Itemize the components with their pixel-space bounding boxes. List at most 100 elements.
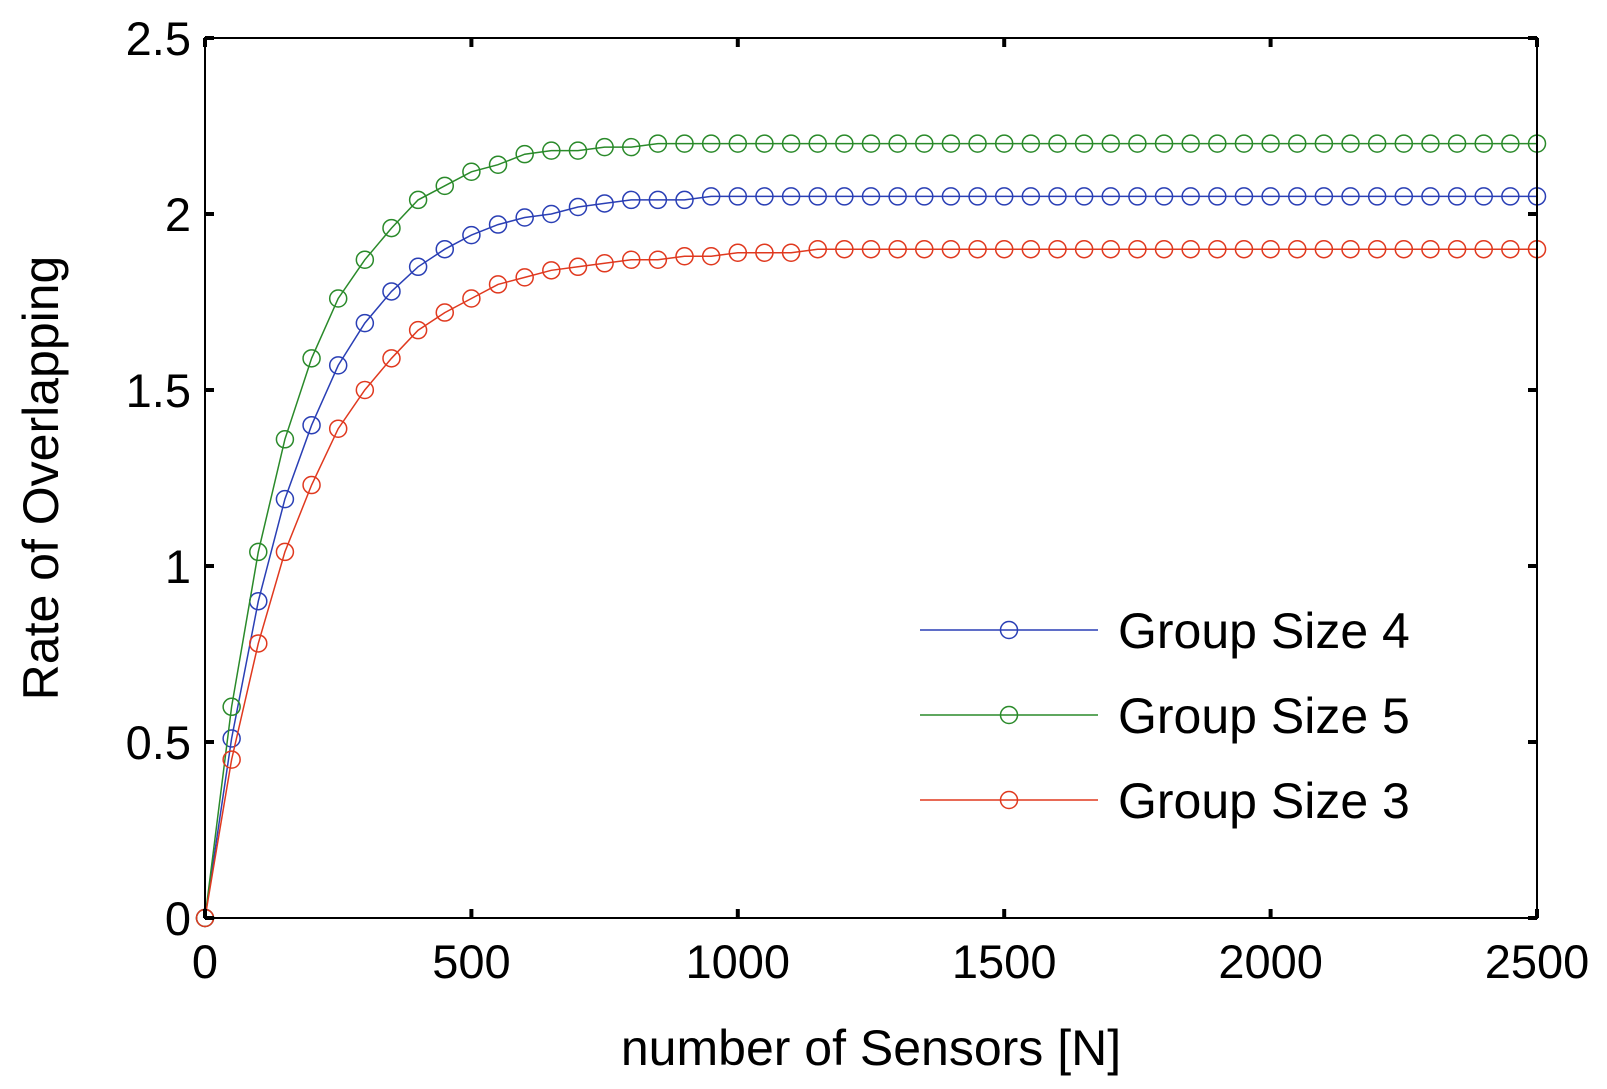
data-point [648,190,668,210]
data-point [1261,239,1280,259]
data-point [302,475,321,495]
data-point [1367,134,1387,153]
data-point [675,246,694,266]
data-point [1314,134,1334,153]
data-point [1341,239,1360,259]
data-point [328,356,348,375]
data-point [701,246,721,266]
data-point [1048,134,1067,153]
data-point [382,349,401,368]
data-point [1287,239,1307,259]
data-point [1421,239,1440,259]
data-point [1181,239,1200,259]
data-point [701,134,721,153]
data-point [994,187,1014,206]
data-point [355,313,375,333]
data-point [728,187,748,206]
data-point [941,134,961,153]
data-point [808,187,827,206]
data-point [1501,134,1520,153]
data-point [355,250,375,270]
data-point [275,489,295,509]
data-point [755,134,774,153]
data-point [1474,134,1493,153]
data-point [568,257,588,277]
data-point [1261,187,1280,206]
data-point [1341,187,1360,206]
data-point [1021,239,1041,259]
data-point [1367,239,1387,259]
y-tick-label: 0 [165,892,191,945]
data-point [382,282,401,301]
data-point [941,239,961,259]
data-point [701,187,721,206]
data-point [755,187,774,206]
data-point [1101,134,1121,153]
legend-item: Group Size 4 [920,603,1410,659]
data-point [861,187,881,206]
legend-label: Group Size 4 [1118,603,1410,659]
data-point [1074,187,1094,206]
y-axis-title: Rate of Overlapping [13,256,69,701]
data-point [1394,187,1414,206]
data-point [861,239,881,259]
data-point [968,187,987,206]
data-point [595,254,614,273]
data-point [994,239,1014,259]
data-point [1261,134,1280,153]
data-point [1287,187,1307,206]
data-point [568,197,588,217]
data-point [515,144,534,164]
data-point [302,415,321,435]
data-point [941,187,961,206]
data-point [1074,239,1094,259]
data-point [808,239,827,259]
data-point [915,134,934,153]
data-point [222,750,241,769]
x-tick-label: 1500 [952,935,1057,988]
data-point [1341,134,1360,153]
x-tick-label: 2500 [1485,935,1590,988]
data-point [781,134,801,153]
data-point [1154,187,1174,206]
data-point [408,320,428,340]
data-point [1474,239,1493,259]
data-point [462,289,481,308]
data-point [435,176,455,196]
data-point [621,137,641,157]
legend-marker [999,705,1019,725]
data-point [994,134,1014,153]
data-point [781,243,801,262]
data-point [1314,239,1334,259]
data-point [595,194,614,213]
data-point [435,239,455,259]
data-point [1154,239,1174,259]
data-point [1394,239,1414,259]
legend-label: Group Size 5 [1118,688,1410,744]
data-point [435,303,455,322]
data-point [888,187,907,206]
data-point [835,187,854,206]
data-point [1447,239,1467,259]
data-point [408,257,428,277]
data-point [275,542,295,562]
data-point [835,134,854,153]
data-point [328,419,348,438]
data-point [462,225,481,245]
data-point [968,134,987,153]
data-point [781,187,801,206]
y-tick-label: 1 [165,540,191,593]
data-point [915,187,934,206]
data-point [835,239,854,259]
ticks-layer: 0 500 1000 1500 2000 2500 0 0.5 1 1.5 2 2.5 [126,12,1590,988]
data-point [621,190,641,210]
data-point [888,134,907,153]
legend-label: Group Size 3 [1118,773,1410,829]
data-point [1394,134,1414,153]
x-axis-title: number of Sensors [N] [621,1020,1121,1076]
data-point [1208,134,1227,153]
data-point [249,634,268,653]
data-point [1234,134,1254,153]
data-point [1234,239,1254,259]
